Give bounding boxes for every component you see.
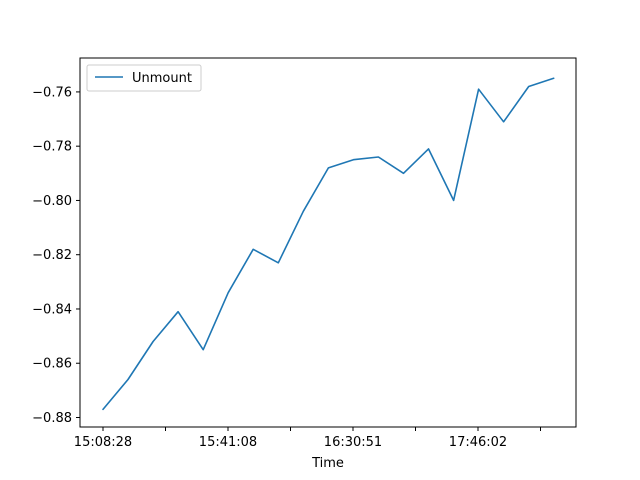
data-point — [202, 348, 205, 351]
data-point — [502, 120, 505, 123]
data-point — [252, 248, 255, 251]
data-point — [302, 210, 305, 213]
y-tick-label: −0.86 — [32, 357, 72, 372]
data-point — [477, 88, 480, 91]
x-tick-label: 15:08:28 — [74, 435, 132, 450]
legend: Unmount — [86, 64, 202, 92]
y-tick-label: −0.82 — [32, 248, 72, 263]
y-tick-label: −0.80 — [32, 194, 72, 209]
data-point — [227, 291, 230, 294]
x-axis-ticks: 15:08:28 15:41:08 16:30:51 17:46:02 — [74, 427, 541, 450]
data-point — [377, 156, 380, 159]
data-point — [402, 172, 405, 175]
y-tick-label: −0.88 — [32, 411, 72, 426]
data-point — [527, 85, 530, 88]
legend-label-unmount: Unmount — [132, 71, 192, 86]
data-point — [427, 147, 430, 150]
plot-frame — [79, 57, 577, 428]
y-axis-ticks: −0.88 −0.86 −0.84 −0.82 −0.80 −0.78 −0.76 — [32, 85, 80, 426]
data-point — [552, 77, 555, 80]
x-tick-label: 17:46:02 — [449, 435, 507, 450]
data-point — [452, 199, 455, 202]
data-point — [277, 261, 280, 264]
legend-box — [86, 64, 202, 92]
data-point — [327, 166, 330, 169]
y-tick-label: −0.78 — [32, 140, 72, 155]
data-point — [102, 408, 105, 411]
series-line-unmount — [102, 77, 555, 411]
x-tick-label: 16:30:51 — [324, 435, 382, 450]
y-tick-label: −0.84 — [32, 302, 72, 317]
plot-background — [80, 58, 576, 427]
y-tick-label: −0.76 — [32, 85, 72, 100]
x-axis-label: Time — [311, 456, 344, 471]
data-point — [127, 378, 130, 381]
data-point — [152, 340, 155, 343]
x-tick-label: 15:41:08 — [199, 435, 257, 450]
data-point — [352, 158, 355, 161]
data-point — [177, 310, 180, 313]
